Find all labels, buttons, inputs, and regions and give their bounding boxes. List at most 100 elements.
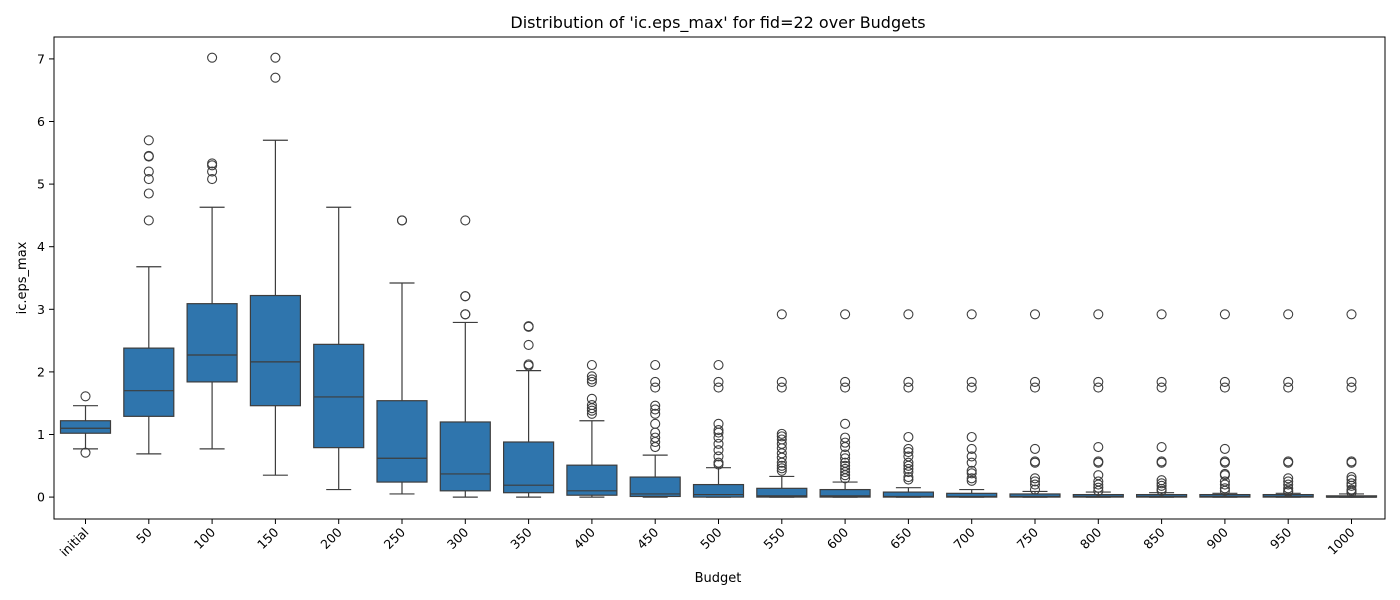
box-group <box>566 359 618 498</box>
x-tick-label: initial <box>57 525 92 560</box>
outlier-point <box>903 474 914 485</box>
outlier-point <box>1283 479 1294 490</box>
outlier-point <box>776 309 787 320</box>
outlier-point <box>966 451 977 462</box>
outlier-point <box>1283 483 1294 494</box>
x-tick-label: 100 <box>191 524 219 552</box>
outlier-point <box>460 291 471 302</box>
box <box>186 303 238 383</box>
outlier-point <box>1219 376 1230 387</box>
box <box>629 476 681 498</box>
outlier-point <box>270 72 281 83</box>
x-tick-label: 600 <box>824 524 852 552</box>
outlier-point <box>1283 309 1294 320</box>
x-tick-label: 850 <box>1140 524 1168 552</box>
outlier-point <box>966 443 977 454</box>
outlier-point <box>523 339 534 351</box>
box-group <box>186 52 238 450</box>
outlier-point <box>1283 476 1294 487</box>
outlier-point <box>586 376 597 387</box>
outlier-point <box>776 434 787 445</box>
outlier-point <box>1346 478 1357 489</box>
outlier-point <box>1156 376 1167 387</box>
outlier-point <box>143 166 154 177</box>
x-tick-label: 500 <box>697 524 725 552</box>
outlier-point <box>1283 456 1294 467</box>
outlier-point <box>776 376 787 387</box>
outlier-point <box>1029 443 1041 454</box>
x-tick-label: 900 <box>1204 524 1232 552</box>
outlier-point <box>1219 476 1230 487</box>
outlier-point <box>1219 443 1230 454</box>
box-group <box>59 391 112 458</box>
outlier-point <box>586 359 597 371</box>
outlier-point <box>1029 479 1041 490</box>
box <box>882 491 935 498</box>
outlier-point <box>1219 309 1230 320</box>
box <box>123 347 175 417</box>
x-tick-label: 650 <box>887 524 915 552</box>
outlier-point <box>650 376 661 387</box>
box-group <box>1009 309 1061 498</box>
y-axis: 0 1 2 3 4 5 6 7 <box>37 51 54 505</box>
outlier-point <box>840 418 851 429</box>
outlier-point <box>650 432 661 443</box>
outlier-point <box>1029 309 1041 320</box>
outlier-point <box>650 382 661 393</box>
outlier-point <box>1219 382 1230 393</box>
outlier-point <box>840 457 851 468</box>
outlier-point <box>1283 473 1294 484</box>
outlier-point <box>1156 441 1167 453</box>
outlier-point <box>1156 309 1167 320</box>
outlier-point <box>1029 376 1041 387</box>
outlier-point <box>650 404 661 415</box>
outlier-point <box>1156 480 1167 491</box>
x-tick-label: 350 <box>507 524 535 552</box>
outlier-point <box>903 463 914 474</box>
outlier-point <box>776 465 787 476</box>
x-tick-label: 400 <box>571 524 599 552</box>
x-tick-label: 700 <box>950 524 978 552</box>
outlier-point <box>460 309 471 320</box>
outlier-point <box>1219 456 1230 467</box>
outlier-point <box>713 438 724 449</box>
outlier-point <box>713 451 724 462</box>
outlier-point <box>523 359 534 370</box>
outlier-point <box>713 445 724 456</box>
outlier-point <box>650 400 661 411</box>
outlier-point <box>966 465 977 476</box>
outlier-point <box>840 453 851 464</box>
x-tick-label: 550 <box>760 524 788 552</box>
outlier-point <box>776 428 787 439</box>
outlier-point <box>776 431 787 442</box>
outlier-point <box>1346 382 1357 393</box>
outlier-point <box>1093 482 1104 493</box>
outlier-point <box>840 460 851 471</box>
box-group <box>1262 309 1314 498</box>
box <box>249 294 301 407</box>
outlier-point <box>1093 376 1104 387</box>
outlier-point <box>840 382 851 393</box>
outlier-point <box>966 309 977 320</box>
box <box>313 343 365 449</box>
box-group <box>1072 309 1124 498</box>
outlier-point <box>1093 476 1104 487</box>
y-tick-label: 4 <box>37 239 45 254</box>
outlier-point <box>586 371 597 382</box>
outlier-point <box>1219 483 1230 494</box>
outlier-point <box>1283 376 1294 387</box>
outlier-point <box>1156 475 1167 486</box>
outlier-point <box>903 376 914 387</box>
x-axis-label: Budget <box>695 571 742 586</box>
box <box>376 400 428 483</box>
box <box>566 464 618 496</box>
outlier-point <box>966 376 977 387</box>
outlier-point <box>1156 382 1167 393</box>
outlier-point <box>207 166 218 177</box>
outlier-point <box>713 359 724 371</box>
outlier-point <box>713 457 724 468</box>
outlier-point <box>840 449 851 460</box>
outlier-point <box>903 457 914 468</box>
outlier-point <box>207 158 218 169</box>
